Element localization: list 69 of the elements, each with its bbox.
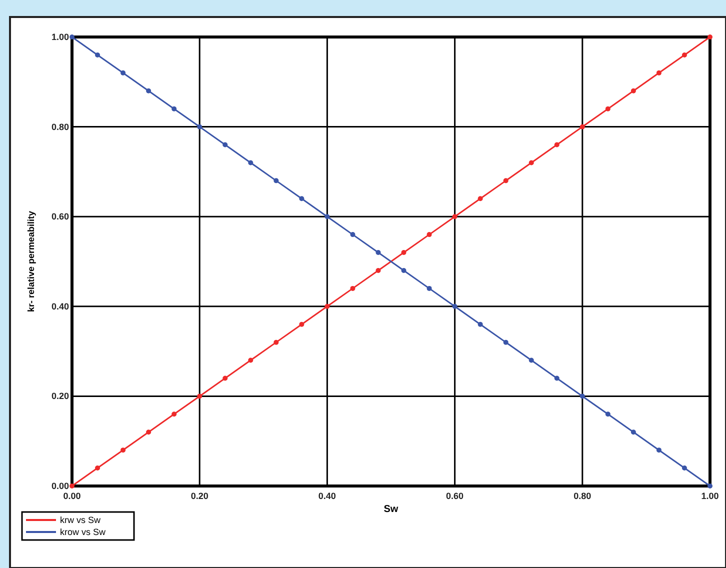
- point: [401, 268, 406, 273]
- point: [708, 34, 712, 40]
- x-tick-label: 0.20: [190, 491, 208, 501]
- point: [146, 430, 152, 435]
- point: [197, 124, 202, 130]
- point: [248, 358, 254, 363]
- point: [426, 286, 432, 291]
- point: [120, 448, 126, 453]
- line-series: [70, 34, 712, 488]
- point: [528, 160, 534, 166]
- x-axis-title: Sw: [384, 504, 398, 515]
- point: [70, 484, 74, 488]
- point: [376, 268, 381, 273]
- point: [580, 124, 585, 130]
- point: [503, 178, 508, 184]
- point: [478, 322, 483, 327]
- x-tick-label: 0.60: [446, 491, 464, 501]
- point: [528, 358, 534, 363]
- point: [248, 160, 254, 166]
- point: [222, 376, 228, 381]
- point: [503, 340, 508, 345]
- point: [299, 322, 304, 327]
- point: [478, 196, 483, 202]
- point: [605, 106, 610, 112]
- point: [452, 214, 458, 220]
- point: [324, 214, 330, 220]
- point: [324, 304, 330, 309]
- point: [554, 376, 560, 381]
- y-tick-label: 0.00: [51, 481, 69, 491]
- point: [95, 52, 100, 58]
- point: [146, 88, 152, 94]
- point: [401, 250, 406, 256]
- legend-label: krow vs Sw: [60, 527, 106, 537]
- point: [274, 340, 279, 345]
- y-tick-label: 0.60: [51, 212, 69, 222]
- point: [274, 178, 279, 184]
- y-axis-title: kr- relative permeability: [26, 210, 36, 312]
- legend-label: krw vs Sw: [60, 515, 101, 525]
- point: [630, 430, 636, 435]
- point: [708, 484, 712, 488]
- y-tick-label: 0.20: [51, 391, 69, 402]
- point: [172, 106, 177, 112]
- point: [299, 196, 304, 202]
- point: [197, 394, 202, 399]
- point: [656, 448, 662, 453]
- point: [350, 286, 356, 291]
- point: [120, 70, 126, 76]
- point: [452, 304, 458, 309]
- point: [95, 466, 100, 471]
- point: [580, 394, 585, 399]
- point: [682, 466, 687, 471]
- y-tick-label: 1.00: [51, 32, 69, 42]
- point: [172, 412, 177, 417]
- point: [554, 142, 560, 148]
- point: [70, 34, 74, 40]
- point: [682, 52, 687, 58]
- point: [656, 70, 662, 76]
- point: [426, 232, 432, 238]
- point: [222, 142, 228, 148]
- x-tick-label: 0.40: [318, 491, 336, 501]
- point: [605, 412, 610, 417]
- x-tick-label: 0.80: [574, 491, 592, 501]
- point: [350, 232, 356, 238]
- x-tick-label: 1.00: [701, 491, 719, 501]
- point: [630, 88, 636, 94]
- y-tick-label: 0.40: [51, 301, 69, 312]
- point: [376, 250, 381, 256]
- y-tick-label: 0.80: [51, 122, 69, 132]
- x-tick-label: 0.00: [63, 491, 81, 501]
